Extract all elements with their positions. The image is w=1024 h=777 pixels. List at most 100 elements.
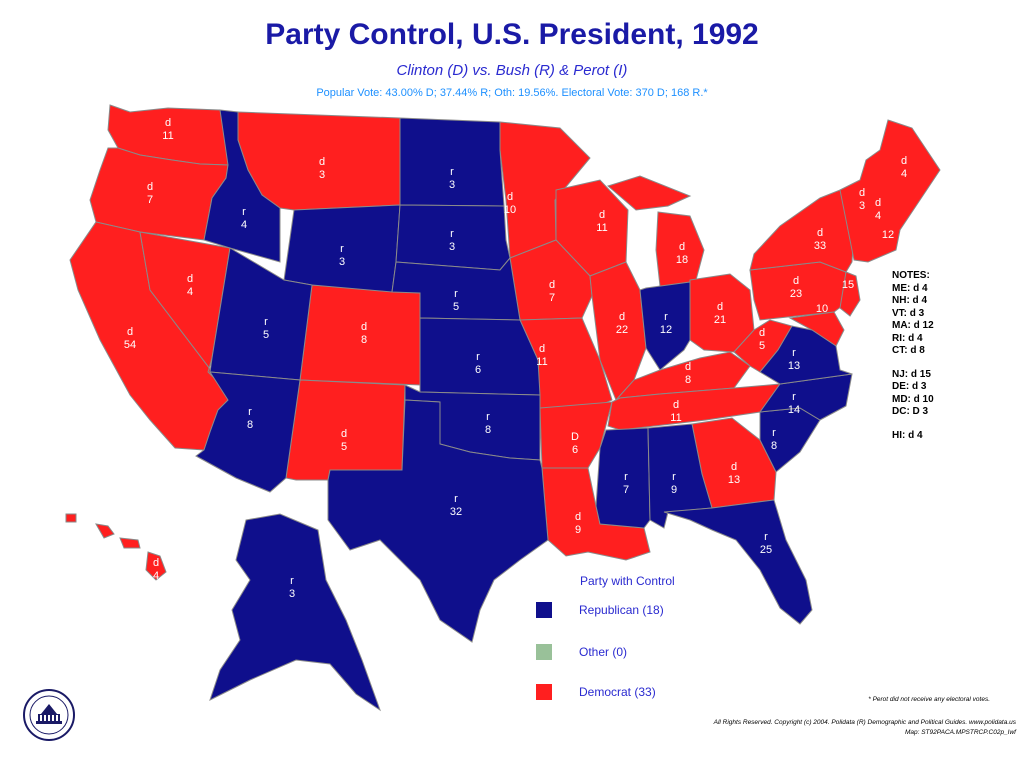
state-arkansas[interactable] (539, 401, 613, 469)
state-party-label-arizona: r (248, 406, 252, 418)
state-electoral-votes-iowa: 7 (549, 292, 555, 304)
state-party-label-idaho: r (242, 206, 246, 218)
state-idaho[interactable] (203, 109, 281, 263)
state-hawaii-1[interactable] (145, 551, 167, 581)
state-party-label-new-mexico: d (341, 428, 347, 440)
map-title: Party Control, U.S. President, 1992 (265, 18, 759, 51)
state-electoral-votes-colorado: 8 (361, 334, 367, 346)
state-maryland[interactable] (788, 311, 845, 347)
legend-label: Republican (18) (579, 603, 664, 617)
notes-line: DE: d 3 (892, 381, 927, 392)
state-electoral-votes-new-mexico: 5 (341, 441, 347, 453)
state-party-label-arkansas: D (571, 431, 579, 443)
state-electoral-votes-michigan: 18 (676, 254, 688, 266)
state-party-label-washington: d (165, 117, 171, 129)
state-electoral-votes-montana: 3 (319, 169, 325, 181)
state-party-label-mississippi: r (624, 471, 628, 483)
state-virginia[interactable] (759, 325, 853, 385)
state-electoral-votes-indiana: 12 (660, 324, 672, 336)
state-party-label-north-carolina: r (792, 391, 796, 403)
state-party-label-kentucky: d (685, 361, 691, 373)
state-party-label-michigan: d (679, 241, 685, 253)
notes-line: MD: d 10 (892, 393, 934, 405)
state-party-label-texas: r (454, 493, 458, 505)
state-party-label-alaska: r (290, 575, 294, 587)
legend-swatch (536, 644, 552, 660)
state-party-label-oklahoma: r (486, 411, 490, 423)
state-new-york[interactable] (749, 189, 855, 273)
state-party-label-south-dakota: r (450, 228, 454, 240)
state-electoral-votes-nevada: 4 (187, 286, 193, 298)
state-party-label-west-virginia: d (759, 327, 765, 339)
state-electoral-votes-north-dakota: 3 (449, 179, 455, 191)
state-party-label-virginia: r (792, 347, 796, 359)
map-id-text: Map: ST92PACA.MPSTRCP.C02p_Iwf (904, 729, 1016, 736)
state-party-label-alabama: r (672, 471, 676, 483)
state-mississippi[interactable] (595, 427, 651, 529)
state-party-label-florida: r (764, 531, 768, 543)
state-electoral-votes-illinois: 22 (616, 324, 628, 336)
state-electoral-votes-pennsylvania: 23 (790, 288, 802, 300)
notes-line: VT: d 3 (892, 307, 925, 319)
legend-item-republican: Republican (18) (536, 602, 664, 618)
state-hawaii-2[interactable] (95, 523, 115, 539)
state-arizona[interactable] (195, 371, 301, 493)
state-electoral-votes-new-york: 33 (814, 240, 826, 252)
notes-line: CT: d 8 (892, 345, 925, 356)
legend-label: Other (0) (579, 645, 628, 659)
state-electoral-votes-tennessee: 11 (670, 412, 681, 424)
notes-line: HI: d 4 (892, 429, 923, 441)
state-new-england[interactable] (839, 119, 941, 263)
state-electoral-votes-nebraska: 5 (453, 301, 459, 313)
state-electoral-votes-arkansas: 6 (572, 444, 578, 456)
state-electoral-votes-north-carolina: 14 (788, 404, 800, 416)
notes-line: ME: d 4 (892, 282, 928, 294)
state-louisiana[interactable] (541, 467, 651, 561)
state-florida[interactable] (663, 499, 813, 625)
state-electoral-votes-wisconsin: 11 (596, 222, 607, 234)
state-new-jersey[interactable] (839, 271, 861, 317)
state-party-label-oregon: d (147, 181, 153, 193)
notes-line: NJ: d 15 (892, 368, 931, 380)
state-electoral-votes-california: 54 (124, 339, 136, 351)
state-electoral-votes-kentucky: 8 (685, 374, 691, 386)
state-party-label-illinois: d (619, 311, 625, 323)
notes-line: MA: d 12 (892, 320, 934, 331)
legend-item-other: Other (0) (536, 644, 627, 660)
state-hawaii-4[interactable] (65, 513, 77, 523)
state-electoral-votes-louisiana: 9 (575, 524, 581, 536)
state-party-label-nebraska: r (454, 288, 458, 300)
state-alaska[interactable] (209, 513, 381, 712)
state-texas[interactable] (327, 399, 549, 643)
state-north-dakota[interactable] (399, 117, 505, 207)
state-electoral-votes-alabama: 9 (671, 484, 677, 496)
state-party-label-south-carolina: r (772, 427, 776, 439)
state-electoral-votes-vermont: 3 (859, 200, 865, 212)
state-party-label-iowa: d (549, 279, 555, 291)
state-party-label-california: d (127, 326, 133, 338)
state-party-label-minnesota: d (507, 191, 513, 203)
notes-line: DC: D 3 (892, 406, 929, 417)
state-party-label-nevada: d (187, 273, 193, 285)
state-indiana[interactable] (639, 281, 691, 371)
state-electoral-votes-texas: 32 (450, 506, 462, 518)
state-electoral-votes-arizona: 8 (247, 419, 253, 431)
perot-footnote: * Perot did not receive any electoral vo… (868, 696, 990, 703)
state-electoral-votes-mississippi: 7 (623, 484, 629, 496)
copyright-text: All Rights Reserved. Copyright (c) 2004.… (713, 719, 1016, 726)
state-party-label-louisiana: d (575, 511, 581, 523)
state-party-label-maine: d (901, 155, 907, 167)
legend-label: Democrat (33) (579, 685, 656, 699)
state-kansas[interactable] (419, 317, 541, 396)
state-electoral-votes-florida: 25 (760, 544, 772, 556)
state-electoral-votes-utah: 5 (263, 329, 269, 341)
state-michigan-up[interactable] (606, 175, 692, 211)
legend-swatch (536, 602, 552, 618)
state-party-label-north-dakota: r (450, 166, 454, 178)
state-electoral-votes-idaho: 4 (241, 219, 247, 231)
legend-swatch (536, 684, 552, 700)
state-electoral-votes-new-hampshire: 4 (875, 210, 881, 222)
state-party-label-wisconsin: d (599, 209, 605, 221)
state-hawaii-3[interactable] (119, 537, 141, 549)
